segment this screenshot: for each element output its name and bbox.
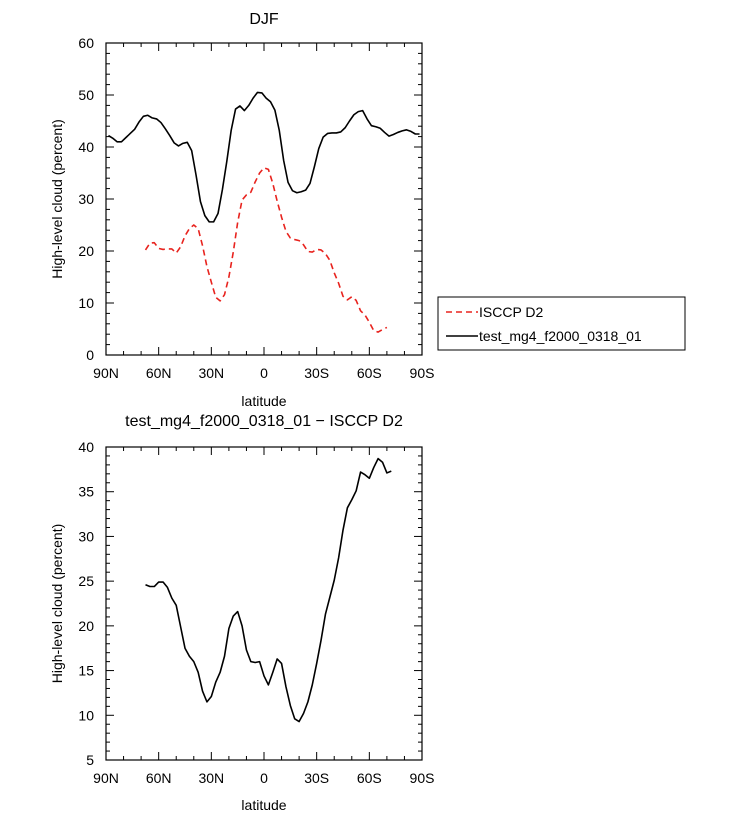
x-tick-label: 60S — [357, 770, 382, 786]
x-tick-label: 30S — [304, 770, 329, 786]
y-tick-label: 10 — [78, 295, 94, 311]
x-tick-label: 60S — [357, 365, 382, 381]
y-tick-label: 50 — [78, 87, 94, 103]
series-line-0-1 — [108, 91, 420, 223]
x-tick-label: 30N — [198, 770, 224, 786]
x-axis-label: latitude — [241, 797, 286, 813]
x-tick-label: 90S — [410, 770, 435, 786]
plot-frame — [105, 42, 423, 356]
top-panel: DJF 0 10 20 30 40 50 60 90N 60N 30N 0 30S 60S 90S latit… — [49, 11, 434, 409]
y-axis-label: High-level cloud (percent) — [49, 524, 65, 684]
x-tick-label: 90S — [410, 365, 435, 381]
legend: ISCCP D2 test_mg4_f2000_0318_01 — [437, 296, 686, 351]
y-tick-label: 5 — [86, 752, 94, 768]
x-tick-label: 30N — [198, 365, 224, 381]
x-axis-label: latitude — [241, 393, 286, 409]
x-tick-label: 30S — [304, 365, 329, 381]
y-tick-label: 0 — [86, 347, 94, 363]
y-tick-label: 40 — [78, 139, 94, 155]
x-tick-label: 90N — [93, 365, 119, 381]
legend-label: test_mg4_f2000_0318_01 — [479, 328, 642, 344]
y-tick-label: 30 — [78, 528, 94, 544]
x-tick-label: 0 — [260, 365, 268, 381]
legend-box — [437, 296, 686, 351]
y-tick-label: 60 — [78, 35, 94, 51]
plot-frame — [105, 446, 423, 761]
y-tick-label: 25 — [78, 573, 94, 589]
y-tick-label: 15 — [78, 663, 94, 679]
y-tick-label: 35 — [78, 484, 94, 500]
x-tick-label: 90N — [93, 770, 119, 786]
x-tick-label: 0 — [260, 770, 268, 786]
y-tick-label: 10 — [78, 707, 94, 723]
series-line-1-0 — [145, 457, 392, 723]
chart-title: test_mg4_f2000_0318_01 − ISCCP D2 — [125, 413, 403, 430]
x-tick-label: 60N — [146, 365, 172, 381]
y-tick-label: 20 — [78, 618, 94, 634]
chart-title: DJF — [249, 11, 279, 28]
y-tick-label: 20 — [78, 243, 94, 259]
y-tick-label: 40 — [78, 439, 94, 455]
y-axis-label: High-level cloud (percent) — [49, 119, 65, 279]
x-tick-label: 60N — [146, 770, 172, 786]
series-line-0-0 — [144, 167, 388, 333]
legend-label: ISCCP D2 — [479, 304, 544, 320]
y-tick-label: 30 — [78, 191, 94, 207]
bottom-panel: test_mg4_f2000_0318_01 − ISCCP D2 5 10 15 20… — [49, 413, 434, 813]
